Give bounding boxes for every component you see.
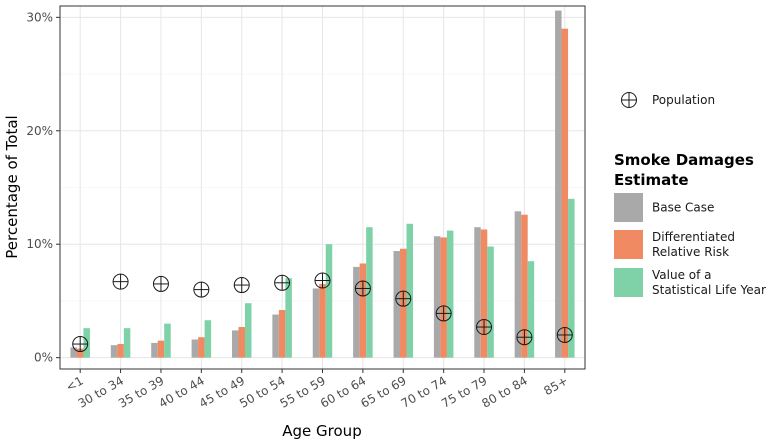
bar [325, 244, 333, 358]
legend-entry-label: Base Case [652, 201, 714, 215]
legend-population-label: Population [652, 93, 715, 107]
legend-entry-label: Relative Risk [652, 245, 729, 259]
x-tick-label: 40 to 44 [156, 373, 206, 410]
population-point [516, 329, 533, 346]
population-point [274, 274, 291, 291]
y-tick-label: 10% [26, 237, 53, 251]
bar [393, 251, 401, 358]
population-point [314, 272, 331, 289]
bar [117, 344, 124, 358]
bar [285, 278, 292, 358]
population-point [112, 273, 129, 290]
bar [244, 303, 252, 358]
population-point [152, 275, 169, 292]
bars [70, 10, 575, 358]
legend-title: Smoke Damages [614, 151, 754, 169]
bar [474, 227, 481, 358]
legend-entry-label: Differentiated [652, 230, 735, 244]
population-point [395, 290, 412, 307]
legend-entry-label: Statistical Life Year [652, 283, 766, 297]
bar [359, 263, 367, 358]
bar [487, 246, 494, 358]
population-point [193, 281, 210, 298]
x-tick-label: 50 to 54 [237, 373, 287, 410]
bar [198, 337, 205, 358]
bar [110, 345, 118, 358]
bar [440, 237, 447, 358]
bar [406, 223, 414, 358]
bar [480, 229, 488, 358]
population-point [354, 280, 371, 297]
population-point [476, 319, 493, 336]
population-point [72, 336, 89, 353]
x-tick-label: 85+ [541, 373, 570, 398]
legend: Population Smoke Damages Estimate Base Case… [614, 92, 766, 297]
x-tick-label: 35 to 39 [116, 373, 166, 410]
y-axis: 0% 10% 20% 30% [26, 10, 60, 365]
bar [164, 323, 171, 358]
bar [433, 236, 441, 358]
legend-swatch [614, 193, 643, 222]
legend-title: Estimate [614, 171, 689, 189]
x-tick-label: 30 to 34 [76, 373, 126, 410]
bar [514, 211, 522, 358]
bar [83, 328, 90, 358]
x-tick-label: 70 to 74 [399, 373, 449, 410]
y-tick-label: 20% [26, 124, 53, 138]
bar [555, 10, 562, 358]
bar [353, 266, 360, 358]
bar [157, 340, 165, 358]
population-point [435, 305, 452, 322]
x-tick-label: 65 to 69 [358, 373, 408, 410]
population-point [556, 326, 573, 343]
legend-swatch [614, 268, 643, 297]
bar [278, 310, 286, 358]
bar [204, 320, 212, 358]
bar [568, 198, 575, 358]
x-tick-label: 45 to 49 [197, 373, 247, 410]
bar [312, 288, 320, 358]
bar [319, 283, 326, 358]
bar [191, 339, 199, 358]
x-tick-label: 55 to 59 [278, 373, 328, 410]
y-tick-label: 30% [26, 10, 53, 24]
bar [151, 342, 158, 358]
legend-population-key [621, 92, 637, 108]
x-tick-label: <1 [63, 373, 85, 394]
x-tick-label: 75 to 79 [439, 373, 489, 410]
bar [446, 230, 454, 358]
population-point [233, 277, 250, 294]
y-tick-label: 0% [34, 351, 53, 365]
x-axis-title: Age Group [282, 422, 361, 440]
legend-swatch [614, 230, 643, 259]
bar [231, 330, 239, 358]
y-axis-title: Percentage of Total [3, 115, 21, 258]
bar [238, 327, 245, 358]
bar [123, 328, 131, 358]
x-tick-label: 60 to 64 [318, 373, 368, 410]
bar [272, 314, 279, 358]
legend-entry-label: Value of a [652, 268, 712, 282]
bar [527, 261, 535, 358]
x-tick-label: 80 to 84 [479, 373, 529, 410]
bar [561, 28, 569, 358]
population-points [72, 272, 573, 353]
bar [521, 214, 528, 358]
bar [70, 347, 77, 358]
bar [76, 348, 84, 358]
